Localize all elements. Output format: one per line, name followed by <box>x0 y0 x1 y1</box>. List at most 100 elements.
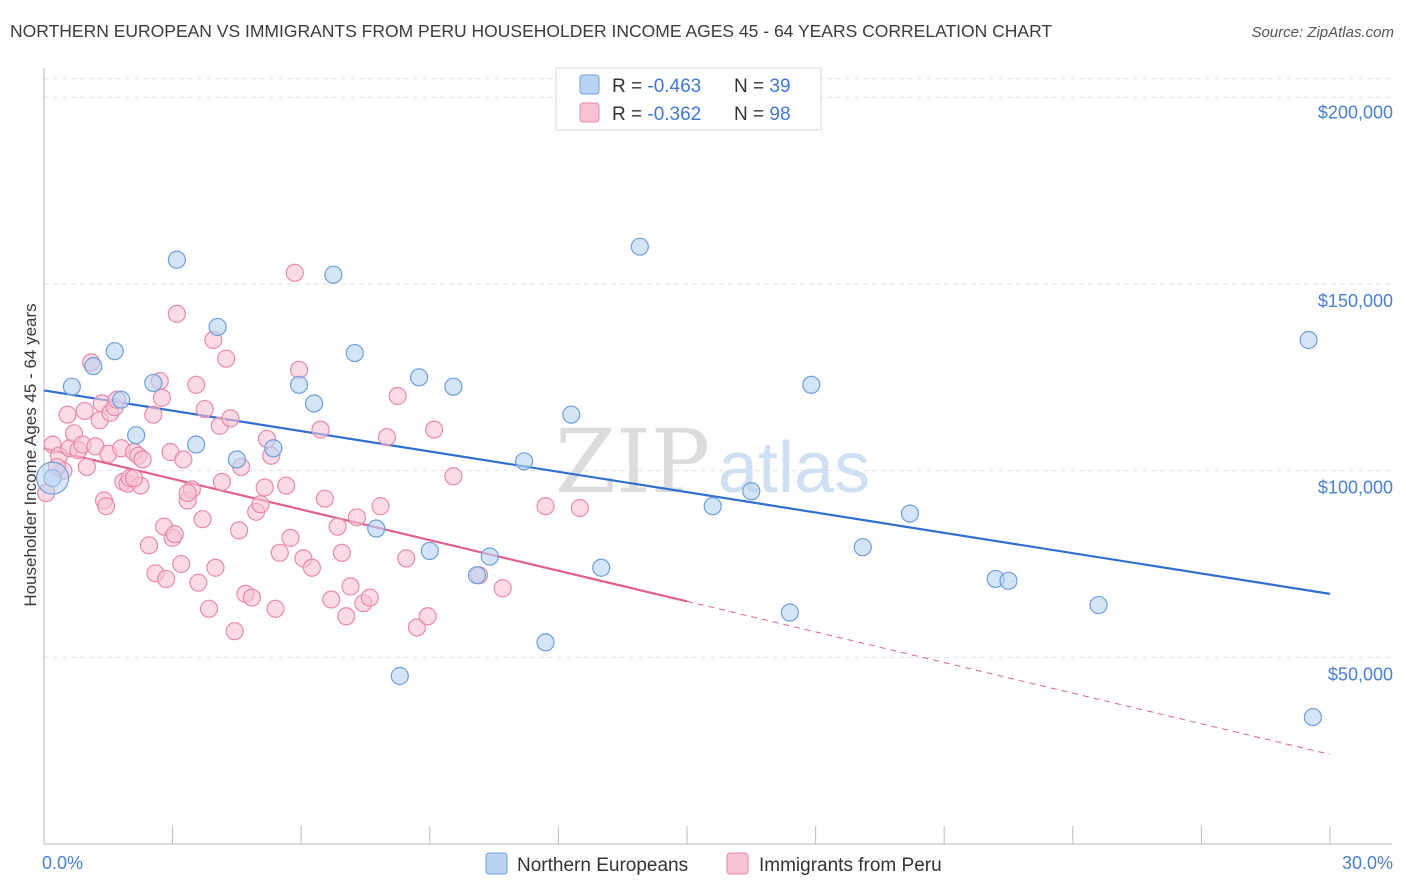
northern-european-point <box>289 375 309 394</box>
peru-point <box>229 521 249 540</box>
peru-point <box>360 588 379 607</box>
peru-point <box>315 489 334 508</box>
svg-text:N = 39: N = 39 <box>734 76 791 97</box>
northern-european-point <box>802 375 821 394</box>
northern-european-point <box>208 317 227 337</box>
northern-european-point <box>480 547 499 566</box>
chart-source: Source: ZipAtlas.com <box>1251 24 1394 41</box>
northern-european-point <box>703 497 722 516</box>
legend-swatch-pink <box>579 102 600 123</box>
y-tick-label: $200,000 <box>1318 102 1393 122</box>
northern-european-point <box>324 265 343 284</box>
peru-point <box>493 579 512 598</box>
legend-swatch-blue <box>579 74 600 95</box>
northern-european-point <box>367 519 386 538</box>
legend-n-label-2: N = <box>734 104 769 125</box>
x-tick-label: 30.0% <box>1342 853 1393 873</box>
peru-point <box>195 399 214 419</box>
peru-point <box>570 498 589 518</box>
peru-point <box>337 607 356 626</box>
peru-point <box>139 536 159 555</box>
northern-european-point <box>999 571 1018 590</box>
series-legend-swatch-blue <box>485 852 508 875</box>
legend-r-value-1: -0.463 <box>647 76 701 97</box>
chart-title: NORTHERN EUROPEAN VS IMMIGRANTS FROM PER… <box>10 21 1053 41</box>
northern-european-point <box>630 237 649 256</box>
northern-european-point <box>444 377 463 396</box>
series-legend-label-blue: Northern Europeans <box>517 855 688 876</box>
series-legend: Northern Europeans Immigrants from Peru <box>485 852 942 876</box>
y-tick-label: $100,000 <box>1318 478 1393 498</box>
northern-european-point <box>187 435 206 454</box>
peru-point <box>165 525 184 544</box>
peru-point <box>332 543 352 562</box>
peru-point <box>189 573 208 592</box>
northern-european-point <box>35 461 70 495</box>
peru-point <box>133 450 152 469</box>
peru-point <box>251 495 270 514</box>
peru-point <box>124 469 144 488</box>
peru-trend-extension <box>686 600 1331 755</box>
peru-point <box>225 622 244 641</box>
correlation-legend: R = -0.463 N = 39 R = -0.362 N = 98 <box>555 67 822 131</box>
y-tick-label: $150,000 <box>1318 291 1393 311</box>
northern-european-point <box>345 343 364 363</box>
northern-european-point <box>62 377 81 396</box>
peru-point <box>281 528 300 547</box>
legend-n-label-1: N = <box>734 76 769 97</box>
northern-european-point <box>1089 595 1108 615</box>
peru-point <box>266 599 285 618</box>
northern-european-point <box>742 482 761 501</box>
peru-point <box>277 476 296 495</box>
peru-point <box>152 388 171 407</box>
northern-european-point <box>409 368 429 387</box>
northern-european-point <box>144 373 163 393</box>
peru-point <box>58 405 77 424</box>
northern-european-trend-line <box>43 389 1331 595</box>
northern-european-point <box>780 603 799 622</box>
peru-point <box>193 510 212 529</box>
peru-point <box>221 409 240 428</box>
peru-point <box>322 590 341 609</box>
northern-european-point <box>467 566 487 585</box>
y-axis-label: Householder Income Ages 45 - 64 years <box>21 303 40 606</box>
svg-text:R = -0.463: R = -0.463 <box>612 76 701 97</box>
peru-point <box>97 497 116 516</box>
peru-point <box>285 263 304 282</box>
northern-european-point <box>562 405 581 424</box>
peru-point <box>242 588 262 607</box>
northern-european-point <box>900 504 920 523</box>
legend-r-label-1: R = <box>612 76 647 97</box>
peru-point <box>424 420 444 439</box>
peru-point <box>77 457 96 477</box>
peru-point <box>377 427 397 447</box>
legend-r-label-2: R = <box>612 104 647 125</box>
northern-european-point <box>105 342 124 361</box>
watermark-atlas: atlas <box>718 428 870 508</box>
peru-point <box>444 467 463 486</box>
northern-european-point <box>1299 330 1318 350</box>
legend-r-value-2: -0.362 <box>647 104 701 125</box>
northern-european-point <box>515 452 534 471</box>
grid-lines <box>44 78 1395 658</box>
northern-european-point <box>304 394 324 413</box>
peru-point <box>397 549 416 568</box>
northern-european-point <box>264 439 283 458</box>
peru-point <box>371 497 390 516</box>
peru-point <box>157 569 176 589</box>
peru-trend-line <box>43 447 688 603</box>
northern-european-point <box>853 538 872 557</box>
x-tick-labels: 0.0% 30.0% <box>42 853 1393 873</box>
peru-point <box>75 401 94 421</box>
peru-point <box>167 304 186 323</box>
peru-point <box>302 558 322 577</box>
peru-point <box>407 618 427 637</box>
peru-point <box>328 517 347 536</box>
peru-point <box>178 483 197 503</box>
peru-point <box>255 478 274 497</box>
x-tick-label: 0.0% <box>42 853 83 873</box>
peru-point <box>174 450 193 469</box>
northern-european-point <box>227 450 246 469</box>
peru-point <box>347 508 367 527</box>
